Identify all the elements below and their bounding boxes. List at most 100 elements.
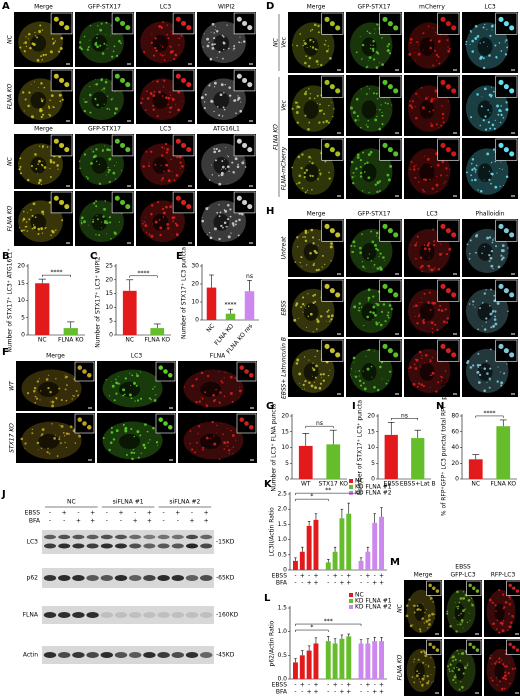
y-tick-label: 0.0 xyxy=(277,676,287,683)
y-tick-label: 20 xyxy=(451,460,459,467)
panel-letter: K xyxy=(264,479,273,490)
punctum xyxy=(372,311,375,315)
significance-bracket xyxy=(295,498,329,502)
inset-punctum xyxy=(509,232,515,238)
punctum xyxy=(144,224,148,228)
inset-punctum xyxy=(432,645,436,649)
punctum xyxy=(223,48,225,51)
punctum xyxy=(49,114,52,117)
punctum xyxy=(504,601,508,604)
x-row-mark: + xyxy=(372,689,377,696)
punctum xyxy=(40,435,42,437)
punctum xyxy=(306,326,308,328)
punctum xyxy=(147,442,149,444)
inset-punctum xyxy=(382,16,388,22)
punctum xyxy=(97,25,99,27)
band xyxy=(185,575,199,581)
punctum xyxy=(378,127,382,131)
punctum xyxy=(416,670,419,673)
treatment-mark: - xyxy=(49,510,51,517)
punctum xyxy=(59,47,63,50)
punctum xyxy=(494,185,498,189)
punctum xyxy=(372,49,375,53)
punctum xyxy=(60,94,62,96)
punctum xyxy=(376,190,379,194)
punctum xyxy=(358,302,360,304)
punctum xyxy=(425,609,428,611)
punctum xyxy=(322,372,325,376)
punctum xyxy=(490,288,492,291)
punctum xyxy=(312,368,316,372)
micrograph xyxy=(444,580,482,637)
punctum xyxy=(483,246,486,248)
punctum xyxy=(86,177,89,180)
punctum xyxy=(104,80,108,84)
punctum xyxy=(220,224,223,228)
punctum xyxy=(309,160,311,163)
punctum xyxy=(493,299,496,303)
punctum xyxy=(312,331,314,333)
punctum xyxy=(426,681,429,685)
inset-punctum xyxy=(335,25,341,31)
y-tick-label: 0.5 xyxy=(277,551,287,558)
punctum xyxy=(461,685,464,689)
y-axis-label: % of RFP⁺GFP⁺ LC3 puncta/ total RFP⁺ pun… xyxy=(441,379,448,516)
punctum xyxy=(198,425,201,428)
punctum xyxy=(384,102,387,104)
punctum xyxy=(69,425,73,429)
punctum xyxy=(446,175,448,177)
micrograph xyxy=(404,219,460,277)
punctum xyxy=(446,317,449,320)
punctum xyxy=(129,384,132,386)
punctum xyxy=(50,94,54,98)
inset-punctum xyxy=(248,373,254,378)
punctum xyxy=(22,220,24,222)
punctum xyxy=(423,674,425,677)
punctum xyxy=(77,394,80,397)
punctum xyxy=(368,56,372,60)
inset-punctum xyxy=(393,88,399,94)
punctum xyxy=(453,667,456,669)
punctum xyxy=(30,83,32,85)
punctum xyxy=(95,233,97,236)
punctum xyxy=(438,252,442,256)
punctum xyxy=(444,308,447,311)
y-axis-label: LC3II/Actin Ratio xyxy=(269,507,276,557)
punctum xyxy=(60,424,64,428)
punctum xyxy=(427,666,430,668)
punctum xyxy=(25,36,27,38)
punctum xyxy=(189,442,191,445)
punctum xyxy=(218,402,221,404)
punctum xyxy=(228,452,230,454)
punctum xyxy=(493,127,496,130)
punctum xyxy=(316,320,320,323)
punctum xyxy=(303,92,307,96)
punctum xyxy=(503,674,507,678)
punctum xyxy=(224,83,226,86)
punctum xyxy=(120,42,122,45)
punctum xyxy=(414,176,417,179)
punctum xyxy=(304,388,305,390)
punctum xyxy=(24,98,27,101)
punctum xyxy=(195,378,198,381)
band xyxy=(86,652,99,658)
punctum xyxy=(493,90,495,93)
punctum xyxy=(238,397,239,398)
punctum xyxy=(319,387,321,390)
punctum xyxy=(124,377,127,380)
punctum xyxy=(103,145,105,147)
punctum xyxy=(368,88,371,90)
punctum xyxy=(362,370,364,372)
x-tick-label: FLNA KO xyxy=(58,337,84,344)
punctum xyxy=(38,30,42,33)
punctum xyxy=(51,404,55,408)
punctum xyxy=(482,57,485,60)
punctum xyxy=(308,381,311,385)
punctum xyxy=(115,178,117,180)
punctum xyxy=(233,99,237,102)
punctum xyxy=(208,179,211,181)
punctum xyxy=(371,240,375,244)
punctum xyxy=(153,399,157,402)
punctum xyxy=(163,170,165,173)
punctum xyxy=(379,365,382,369)
